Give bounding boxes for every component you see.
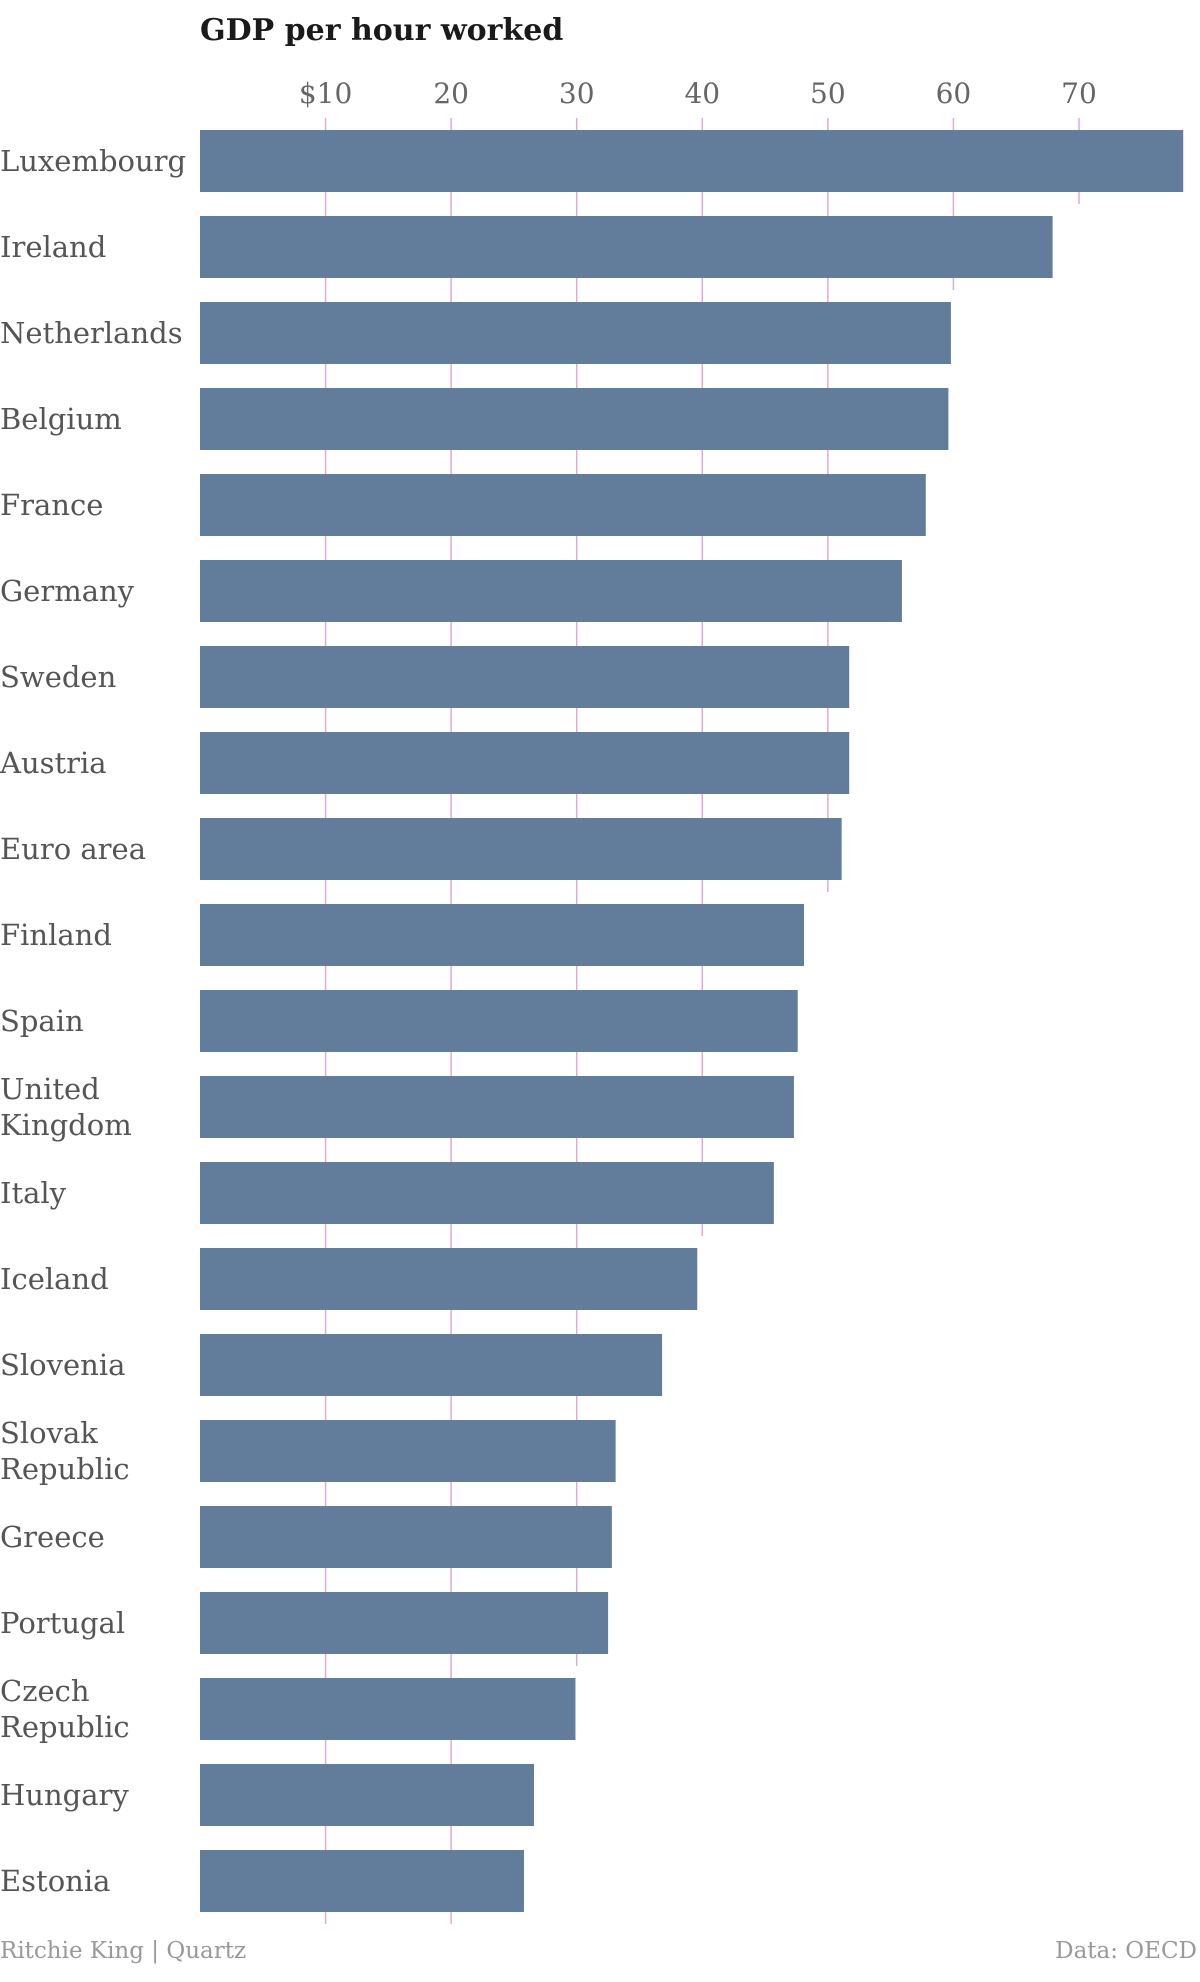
category-label: Austria (0, 746, 107, 780)
category-label: Italy (0, 1176, 67, 1210)
bar (200, 474, 926, 536)
bar (200, 1506, 612, 1568)
category-label: United Kingdom (0, 1072, 132, 1142)
category-label: Luxembourg (0, 144, 186, 178)
bar (200, 560, 902, 622)
x-axis-ticks: $10 20 30 40 50 60 70 (299, 77, 1097, 110)
category-label: Euro area (0, 832, 146, 866)
category-label: Estonia (0, 1864, 110, 1898)
bar (200, 1764, 535, 1826)
bar (200, 990, 798, 1052)
bar (200, 1076, 794, 1138)
chart-title: GDP per hour worked (200, 13, 563, 48)
category-labels: Luxembourg Ireland Netherlands Belgium Franc… (0, 144, 186, 1898)
bar (200, 1678, 576, 1740)
bar (200, 1334, 663, 1396)
category-label: Slovenia (0, 1348, 125, 1382)
category-label: Sweden (0, 660, 116, 694)
x-tick-label: $10 (299, 77, 352, 110)
category-label: Portugal (0, 1606, 125, 1640)
bar (200, 1420, 616, 1482)
bar (200, 1592, 609, 1654)
bar (200, 1162, 774, 1224)
bar (200, 130, 1184, 192)
bar (200, 1248, 698, 1310)
category-label: Slovak Republic (0, 1416, 130, 1486)
bar (200, 904, 804, 966)
bar (200, 646, 850, 708)
x-tick-label: 70 (1061, 77, 1097, 110)
category-label: Greece (0, 1520, 105, 1554)
category-label: Spain (0, 1004, 84, 1038)
category-label: Germany (0, 574, 135, 608)
bar (200, 732, 850, 794)
bar (200, 818, 842, 880)
category-label: Hungary (0, 1778, 129, 1812)
category-label: France (0, 488, 103, 522)
bar (200, 1850, 524, 1912)
footer-credit: Ritchie King | Quartz (0, 1938, 246, 1964)
x-tick-label: 40 (684, 77, 720, 110)
category-label: Belgium (0, 402, 122, 436)
category-label: Ireland (0, 230, 106, 264)
bar (200, 302, 951, 364)
category-label: Czech Republic (0, 1674, 130, 1744)
x-tick-label: 30 (559, 77, 595, 110)
category-label: Iceland (0, 1262, 109, 1296)
bars (200, 130, 1184, 1912)
category-label: Finland (0, 918, 112, 952)
footer-source: Data: OECD (1055, 1938, 1197, 1964)
x-tick-label: 60 (936, 77, 972, 110)
category-label: Netherlands (0, 316, 183, 350)
bar (200, 388, 949, 450)
bar (200, 216, 1053, 278)
x-tick-label: 20 (433, 77, 469, 110)
x-tick-label: 50 (810, 77, 846, 110)
